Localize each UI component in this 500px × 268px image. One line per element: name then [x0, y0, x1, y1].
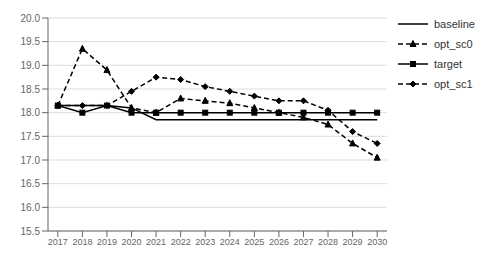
svg-text:15.5: 15.5	[21, 226, 41, 237]
svg-text:16.5: 16.5	[21, 178, 41, 189]
svg-text:2024: 2024	[220, 237, 240, 247]
svg-text:2017: 2017	[48, 237, 68, 247]
svg-text:19.0: 19.0	[21, 60, 41, 71]
svg-text:2020: 2020	[122, 237, 142, 247]
svg-text:18.0: 18.0	[21, 107, 41, 118]
svg-text:2025: 2025	[244, 237, 264, 247]
svg-text:2029: 2029	[343, 237, 363, 247]
svg-text:2018: 2018	[72, 237, 92, 247]
svg-text:2019: 2019	[97, 237, 117, 247]
svg-text:2027: 2027	[293, 237, 313, 247]
svg-text:20.0: 20.0	[21, 13, 41, 24]
html-text:target: target	[434, 58, 463, 70]
svg-text:19.5: 19.5	[21, 36, 41, 47]
svg-text:17.0: 17.0	[21, 155, 41, 166]
svg-text:2021: 2021	[146, 237, 166, 247]
svg-text:17.5: 17.5	[21, 131, 41, 142]
html-text:opt_sc1: opt_sc1	[434, 78, 473, 90]
svg-text:18.5: 18.5	[21, 84, 41, 95]
svg-text:2026: 2026	[269, 237, 289, 247]
html-text:baseline: baseline	[434, 18, 475, 30]
svg-text:2028: 2028	[318, 237, 338, 247]
svg-text:2023: 2023	[195, 237, 215, 247]
html-text:opt_sc0: opt_sc0	[434, 38, 473, 50]
svg-text:16.0: 16.0	[21, 202, 41, 213]
svg-text:2022: 2022	[171, 237, 191, 247]
svg-text:2030: 2030	[367, 237, 387, 247]
